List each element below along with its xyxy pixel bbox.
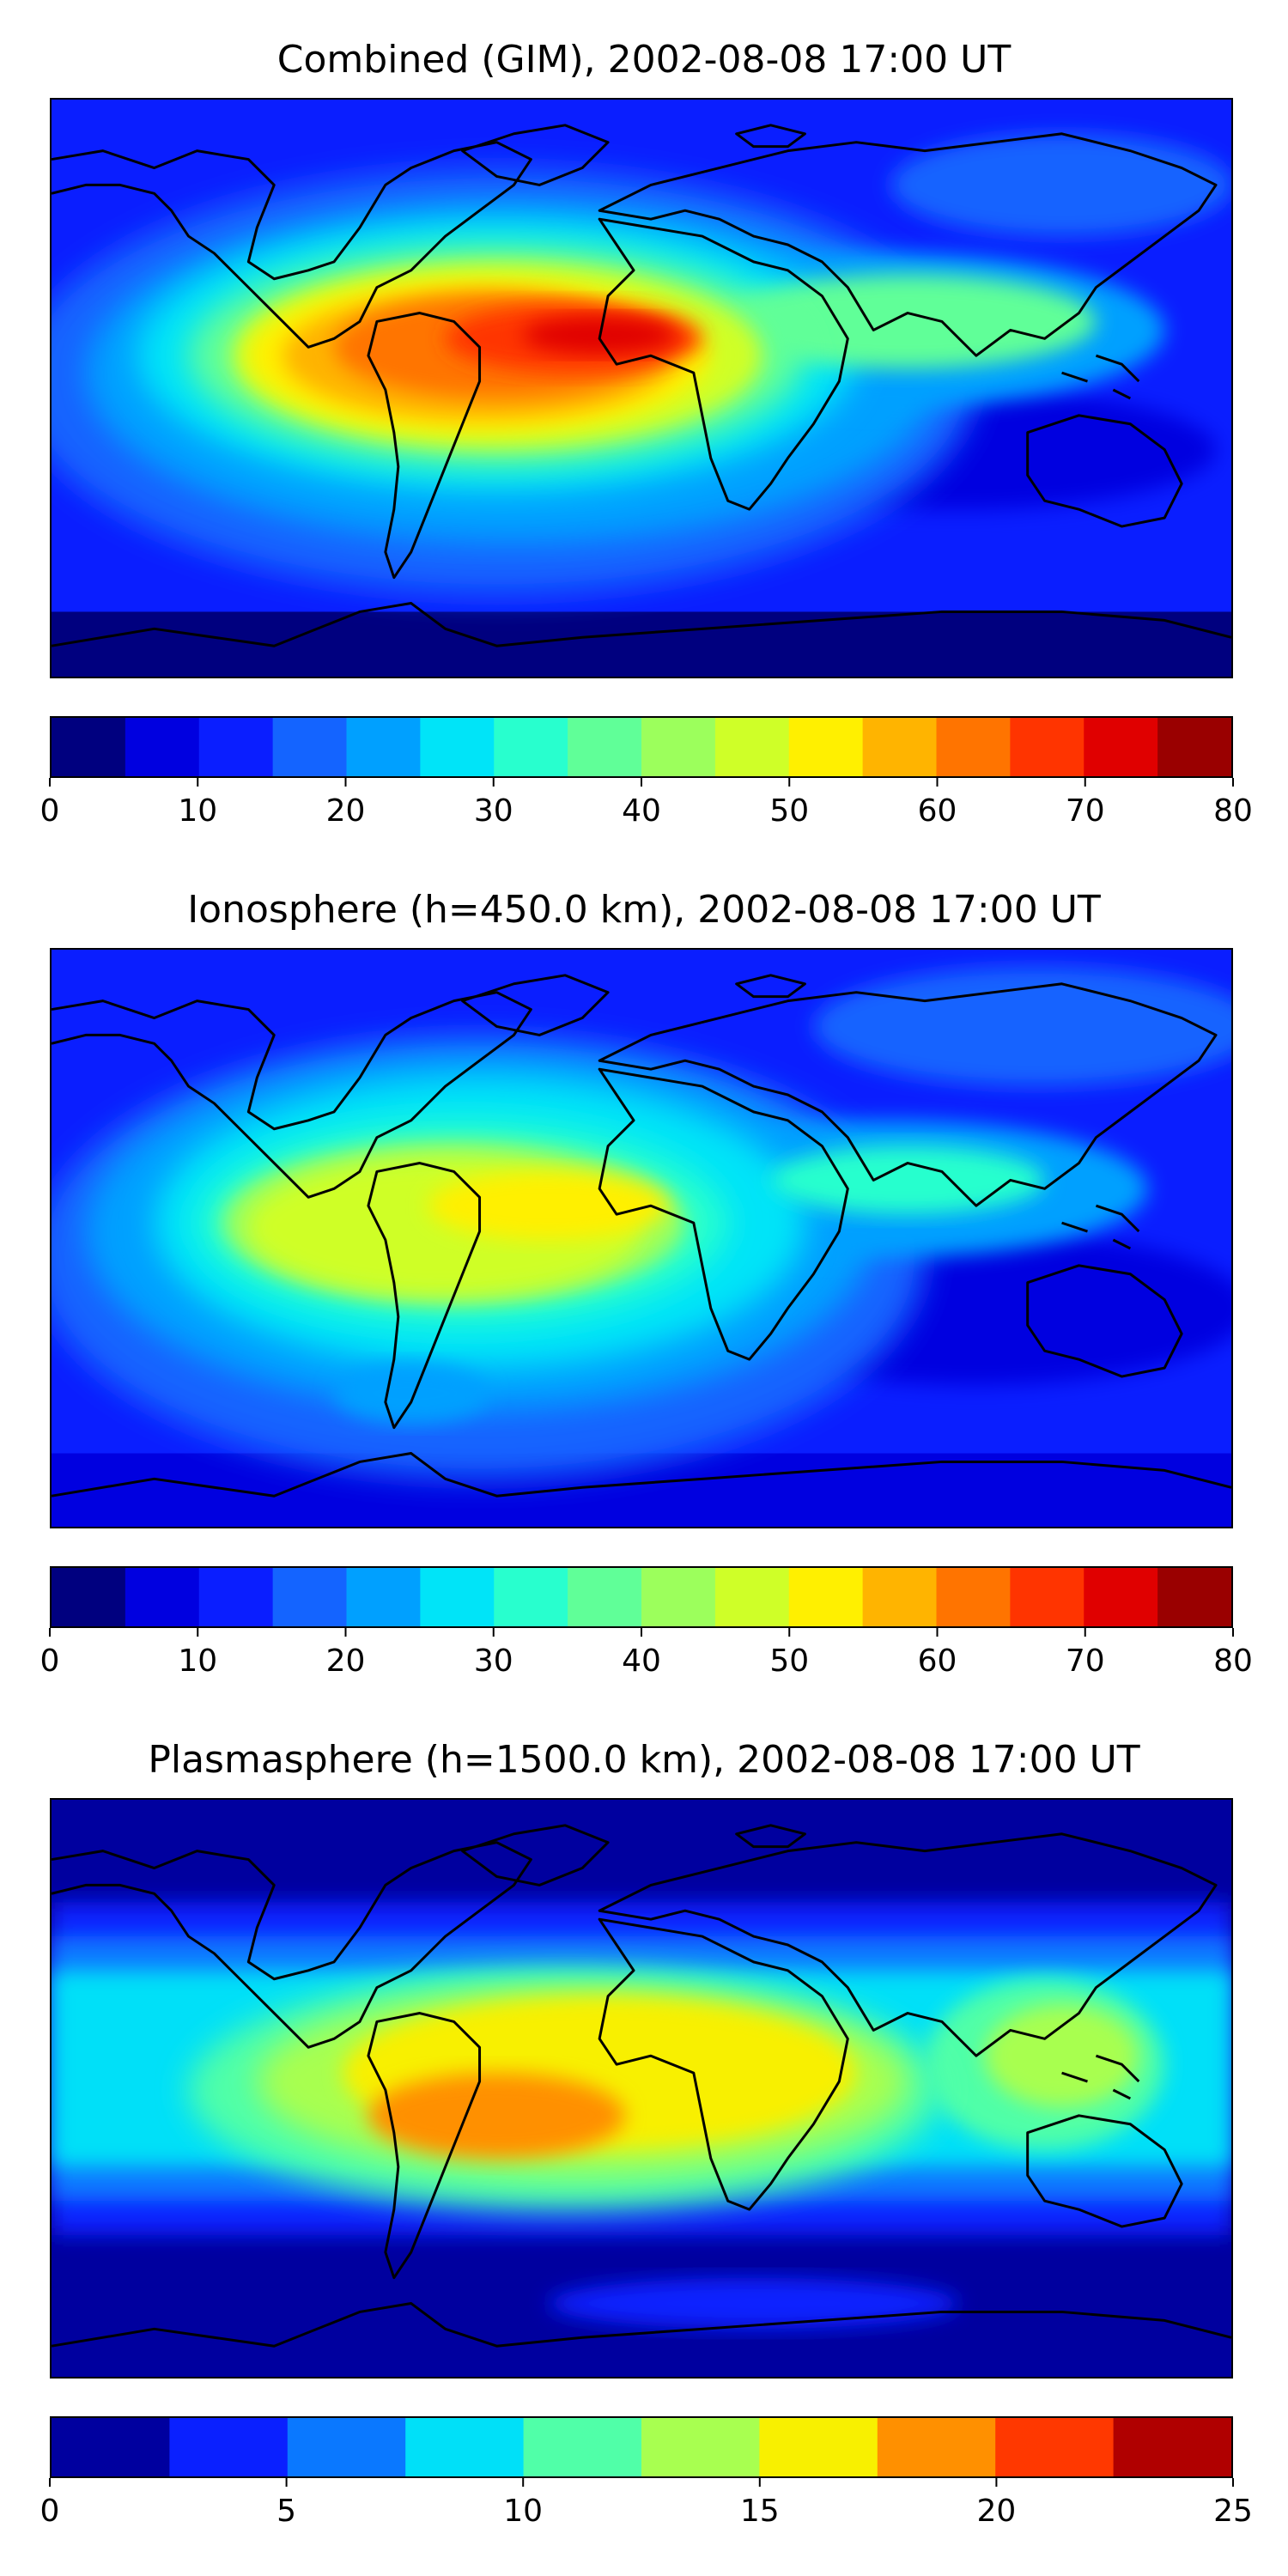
colorbar-segment	[641, 2418, 760, 2476]
colorbar-segment	[1010, 718, 1084, 776]
tec-field-1	[52, 100, 1231, 677]
colorbar-tick-label: 10	[178, 1643, 217, 1679]
colorbar-segment	[198, 718, 274, 776]
colorbar-segment	[405, 2418, 525, 2476]
colorbar-tick-label: 0	[40, 2494, 60, 2529]
colorbar-tick-label: 70	[1066, 793, 1105, 829]
coastlines-1	[52, 124, 1231, 647]
colorbar-segment	[877, 2418, 996, 2476]
colorbar-segment	[272, 718, 347, 776]
colorbar-tick-label: 40	[622, 1643, 661, 1679]
colorbar-tick-label: 20	[326, 1643, 366, 1679]
panel-3-title: Plasmasphere (h=1500.0 km), 2002-08-08 1…	[148, 1738, 1140, 1782]
colorbar-2-ticks-svg: 0 10 20 30 40 50 60 70 80	[40, 1628, 1253, 1679]
coastlines-3	[52, 1824, 1231, 2348]
colorbar-segment	[287, 2418, 406, 2476]
colorbar-segment	[346, 718, 421, 776]
colorbar-segment	[169, 2418, 289, 2476]
colorbar-segment	[1113, 2418, 1231, 2476]
colorbar-tick-label: 40	[622, 793, 661, 829]
colorbar-segment	[523, 2418, 642, 2476]
colorbar-tick-label: 60	[918, 1643, 957, 1679]
colorbar-segment	[125, 718, 200, 776]
colorbar-tick-label: 80	[1213, 793, 1253, 829]
colorbar-segment	[198, 1568, 274, 1626]
colorbar-tick-label: 20	[326, 793, 366, 829]
colorbar-tick-label: 50	[769, 1643, 809, 1679]
map-3-svg	[52, 1800, 1231, 2377]
colorbar-segment	[862, 718, 937, 776]
plasmasphere-tec-map	[50, 1798, 1233, 2379]
colorbar-segment	[494, 1568, 568, 1626]
colorbar-segment	[1084, 718, 1158, 776]
colorbar-segment	[788, 718, 864, 776]
colorbar-segment	[52, 2418, 170, 2476]
colorbar-segment	[788, 1568, 864, 1626]
colorbar-segment	[568, 718, 642, 776]
colorbar-segment	[995, 2418, 1115, 2476]
colorbar-segment	[568, 1568, 642, 1626]
colorbar-segment	[494, 718, 568, 776]
map-1-svg	[52, 100, 1231, 677]
colorbar-1	[50, 716, 1233, 778]
colorbar-tick-label: 5	[276, 2494, 296, 2529]
colorbar-segment	[1157, 1568, 1231, 1626]
colorbar-tick-label: 30	[474, 793, 513, 829]
colorbar-segment	[1010, 1568, 1084, 1626]
tec-field-3	[52, 1800, 1231, 2377]
colorbar-1-ticks: 0 10 20 30 40 50 60 70 80	[40, 778, 1253, 838]
colorbar-segment	[759, 2418, 878, 2476]
colorbar-tick-label: 0	[40, 1643, 60, 1679]
colorbar-segment	[714, 718, 790, 776]
colorbar-tick-label: 15	[740, 2494, 780, 2529]
colorbar-segment	[714, 1568, 790, 1626]
colorbar-tick-label: 10	[503, 2494, 543, 2529]
colorbar-2-ticks: 0 10 20 30 40 50 60 70 80	[40, 1628, 1253, 1688]
colorbar-tick-label: 20	[976, 2494, 1016, 2529]
colorbar-segment	[346, 1568, 421, 1626]
colorbar-segment	[52, 718, 126, 776]
colorbar-tick-label: 60	[918, 793, 957, 829]
map-2-svg	[52, 950, 1231, 1527]
colorbar-2	[50, 1566, 1233, 1628]
colorbar-tick-label: 0	[40, 793, 60, 829]
tec-field-2	[52, 950, 1231, 1527]
colorbar-segment	[420, 1568, 495, 1626]
colorbar-segment	[936, 718, 1011, 776]
coastlines-2	[52, 974, 1231, 1498]
colorbar-2-svg	[52, 1568, 1231, 1626]
colorbar-tick-label: 10	[178, 793, 217, 829]
colorbar-tick-label: 50	[769, 793, 809, 829]
colorbar-segment	[1157, 718, 1231, 776]
panel-2-title: Ionosphere (h=450.0 km), 2002-08-08 17:0…	[187, 888, 1101, 932]
colorbar-tick-label: 25	[1213, 2494, 1253, 2529]
colorbar-1-ticks-svg: 0 10 20 30 40 50 60 70 80	[40, 778, 1253, 829]
colorbar-3-svg	[52, 2418, 1231, 2476]
colorbar-segment	[52, 1568, 126, 1626]
combined-tec-map	[50, 98, 1233, 678]
colorbar-1-svg	[52, 718, 1231, 776]
colorbar-tick-label: 30	[474, 1643, 513, 1679]
colorbar-segment	[420, 718, 495, 776]
colorbar-3-ticks: 0 5 10 15 20 25	[40, 2478, 1253, 2538]
colorbar-3	[50, 2416, 1233, 2478]
colorbar-segment	[641, 1568, 716, 1626]
colorbar-segment	[936, 1568, 1011, 1626]
colorbar-segment	[1084, 1568, 1158, 1626]
colorbar-segment	[125, 1568, 200, 1626]
panel-1-title: Combined (GIM), 2002-08-08 17:00 UT	[276, 38, 1012, 82]
colorbar-segment	[272, 1568, 347, 1626]
colorbar-segment	[862, 1568, 937, 1626]
colorbar-tick-label: 70	[1066, 1643, 1105, 1679]
colorbar-segment	[641, 718, 716, 776]
colorbar-tick-label: 80	[1213, 1643, 1253, 1679]
colorbar-3-ticks-svg: 0 5 10 15 20 25	[40, 2478, 1253, 2529]
ionosphere-tec-map	[50, 948, 1233, 1528]
